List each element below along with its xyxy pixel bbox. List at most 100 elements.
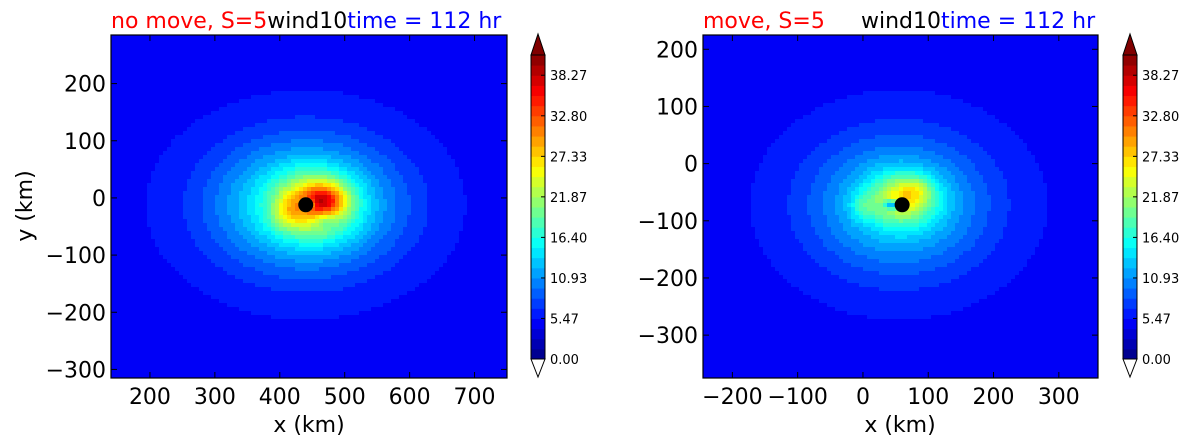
- heatmap-cell: [183, 59, 188, 64]
- heatmap-cell: [203, 211, 208, 216]
- heatmap-cell: [467, 139, 472, 144]
- heatmap-cell: [215, 99, 220, 104]
- heatmap-cell: [135, 163, 140, 168]
- heatmap-cell: [379, 55, 384, 60]
- heatmap-cell: [167, 71, 172, 76]
- heatmap-cell: [303, 135, 308, 140]
- heatmap-cell: [299, 79, 304, 84]
- heatmap-cell: [187, 219, 192, 224]
- heatmap-cell: [315, 163, 320, 168]
- heatmap-cell: [195, 167, 200, 172]
- heatmap-cell: [231, 163, 236, 168]
- heatmap-cell: [219, 123, 224, 128]
- heatmap-cell: [347, 43, 352, 48]
- heatmap-cell: [311, 171, 316, 176]
- heatmap-cell: [375, 103, 380, 108]
- heatmap-cell: [283, 35, 288, 40]
- heatmap-cell: [371, 195, 376, 200]
- heatmap-cell: [207, 79, 212, 84]
- heatmap-cell: [367, 67, 372, 72]
- heatmap-cell: [499, 55, 504, 60]
- heatmap-cell: [151, 115, 156, 120]
- heatmap-cell: [371, 63, 376, 68]
- heatmap-cell: [375, 55, 380, 60]
- heatmap-cell: [399, 119, 404, 124]
- heatmap-cell: [311, 103, 316, 108]
- heatmap-cell: [155, 75, 160, 80]
- heatmap-cell: [459, 139, 464, 144]
- heatmap-cell: [435, 127, 440, 132]
- heatmap-cell: [447, 59, 452, 64]
- heatmap-cell: [375, 91, 380, 96]
- heatmap-cell: [387, 131, 392, 136]
- heatmap-cell: [439, 63, 444, 68]
- heatmap-cell: [343, 171, 348, 176]
- heatmap-cell: [419, 219, 424, 224]
- heatmap-cell: [387, 107, 392, 112]
- heatmap-cell: [151, 231, 156, 236]
- heatmap-cell: [139, 155, 144, 160]
- heatmap-cell: [319, 43, 324, 48]
- heatmap-cell: [403, 163, 408, 168]
- heatmap-cell: [287, 59, 292, 64]
- heatmap-cell: [131, 87, 136, 92]
- heatmap-cell: [355, 75, 360, 80]
- heatmap-cell: [463, 131, 468, 136]
- heatmap-cell: [207, 143, 212, 148]
- heatmap-cell: [415, 87, 420, 92]
- heatmap-cell: [399, 43, 404, 48]
- heatmap-cell: [211, 219, 216, 224]
- heatmap-cell: [131, 119, 136, 124]
- heatmap-cell: [295, 207, 300, 212]
- heatmap-cell: [171, 135, 176, 140]
- heatmap-cell: [311, 227, 316, 232]
- heatmap-cell: [355, 215, 360, 220]
- heatmap-cell: [151, 103, 156, 108]
- heatmap-cell: [279, 99, 284, 104]
- heatmap-cell: [367, 103, 372, 108]
- heatmap-cell: [407, 151, 412, 156]
- heatmap-cell: [475, 131, 480, 136]
- heatmap-cell: [391, 127, 396, 132]
- heatmap-cell: [307, 67, 312, 72]
- heatmap-cell: [419, 167, 424, 172]
- heatmap-cell: [451, 143, 456, 148]
- heatmap-cell: [455, 35, 460, 40]
- heatmap-cell: [295, 187, 300, 192]
- heatmap-cell: [215, 35, 220, 40]
- heatmap-cell: [143, 35, 148, 40]
- heatmap-cell: [439, 107, 444, 112]
- heatmap-cell: [159, 195, 164, 200]
- heatmap-cell: [123, 147, 128, 152]
- heatmap-cell: [191, 167, 196, 172]
- heatmap-cell: [367, 107, 372, 112]
- heatmap-cell: [343, 83, 348, 88]
- heatmap-cell: [291, 71, 296, 76]
- heatmap-cell: [183, 95, 188, 100]
- heatmap-cell: [271, 107, 276, 112]
- heatmap-cell: [263, 171, 268, 176]
- heatmap-cell: [315, 123, 320, 128]
- heatmap-cell: [315, 219, 320, 224]
- heatmap-cell: [199, 115, 204, 120]
- heatmap-cell: [475, 211, 480, 216]
- heatmap-cell: [279, 191, 284, 196]
- heatmap-cell: [487, 103, 492, 108]
- heatmap-cell: [371, 39, 376, 44]
- heatmap-cell: [479, 39, 484, 44]
- heatmap-cell: [347, 195, 352, 200]
- heatmap-cell: [391, 147, 396, 152]
- heatmap-cell: [155, 95, 160, 100]
- heatmap-cell: [423, 183, 428, 188]
- heatmap-cell: [319, 175, 324, 180]
- heatmap-cell: [431, 191, 436, 196]
- heatmap-cell: [499, 175, 504, 180]
- heatmap-cell: [131, 39, 136, 44]
- heatmap-cell: [247, 47, 252, 52]
- heatmap-cell: [483, 227, 488, 232]
- heatmap-cell: [463, 63, 468, 68]
- heatmap-cell: [279, 199, 284, 204]
- heatmap-cell: [279, 123, 284, 128]
- heatmap-cell: [491, 47, 496, 52]
